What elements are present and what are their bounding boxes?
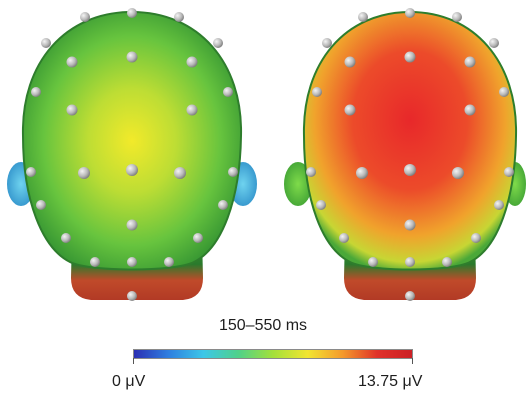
ear-right-left	[284, 162, 312, 206]
electrodes-right	[306, 8, 514, 301]
time-window-label: 150–550 ms	[218, 317, 308, 334]
colorbar	[133, 349, 413, 359]
scalp-right	[302, 10, 518, 271]
head-right	[284, 8, 526, 301]
colorbar-max-label: 13.75 μV	[358, 373, 423, 390]
colorbar-tick-min	[133, 358, 134, 364]
colorbar-min-label: 0 μV	[112, 373, 146, 390]
head-left	[7, 8, 257, 301]
colorbar-tick-max	[412, 358, 413, 364]
scalp-left	[21, 10, 243, 271]
electrodes-left	[26, 8, 238, 301]
